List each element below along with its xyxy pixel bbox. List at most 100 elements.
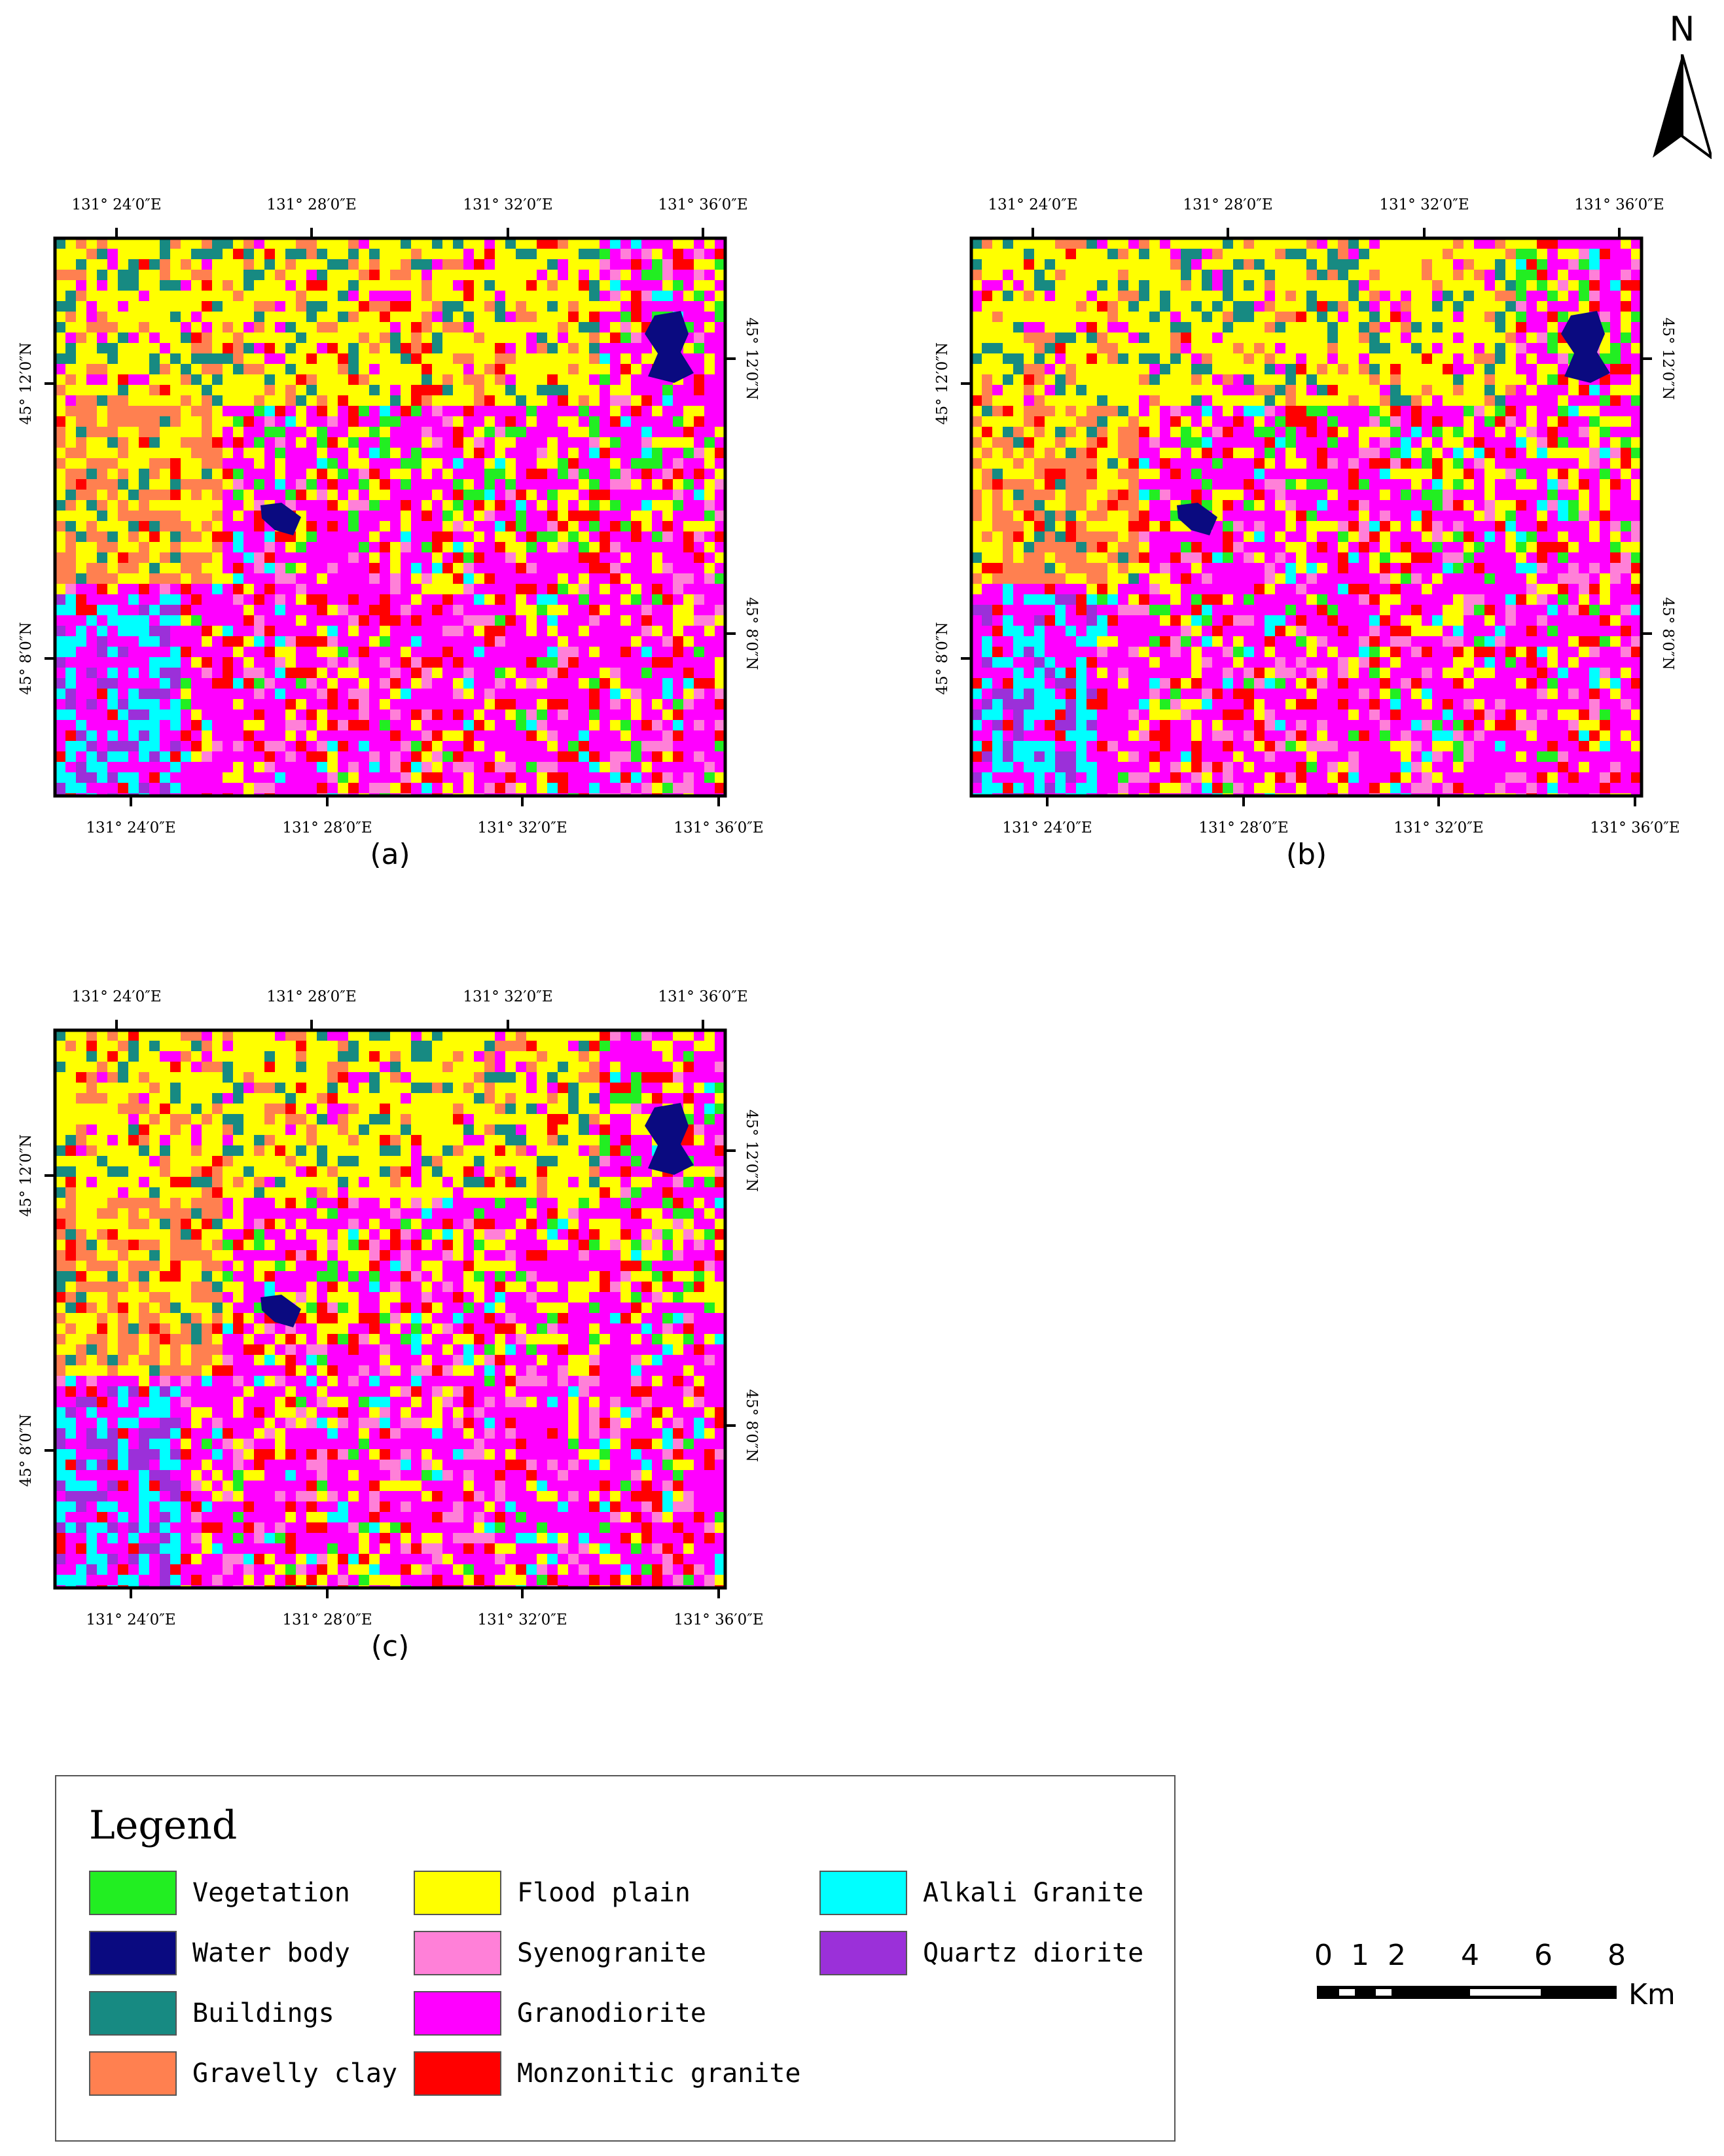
map-pixel	[1170, 395, 1181, 406]
map-pixel	[1212, 458, 1223, 469]
map-pixel	[1537, 395, 1548, 406]
map-pixel	[1024, 416, 1035, 427]
map-pixel	[558, 772, 569, 783]
map-pixel	[1296, 374, 1307, 386]
map-pixel	[65, 448, 77, 459]
map-pixel	[516, 657, 527, 668]
map-pixel	[306, 594, 317, 605]
map-pixel	[620, 584, 632, 595]
map-pixel	[631, 615, 642, 626]
map-pixel	[568, 783, 579, 794]
map-pixel	[296, 385, 307, 396]
map-pixel	[442, 448, 454, 459]
map-pixel	[516, 542, 527, 553]
map-pixel	[463, 699, 475, 710]
map-pixel	[1537, 270, 1548, 281]
map-pixel	[317, 332, 328, 344]
map-pixel	[254, 353, 265, 365]
map-pixel	[683, 668, 694, 679]
map-pixel	[1390, 332, 1401, 344]
map-pixel	[1317, 280, 1328, 291]
map-pixel	[139, 531, 150, 543]
map-pixel	[1128, 259, 1140, 270]
map-pixel	[537, 374, 548, 386]
map-pixel	[631, 783, 642, 794]
map-pixel	[1610, 270, 1621, 281]
map-pixel	[662, 249, 673, 260]
map-pixel	[202, 531, 213, 543]
map-pixel	[610, 301, 621, 312]
map-pixel	[495, 238, 506, 249]
map-pixel	[139, 584, 150, 595]
map-pixel	[484, 249, 495, 260]
map-pixel	[1097, 291, 1108, 302]
map-pixel	[296, 626, 307, 637]
map-pixel	[463, 238, 475, 249]
map-pixel	[484, 531, 495, 543]
map-pixel	[223, 259, 234, 270]
map-pixel	[317, 416, 328, 427]
map-pixel	[422, 301, 433, 312]
map-pixel	[1128, 385, 1140, 396]
map-pixel	[1139, 343, 1150, 354]
map-pixel	[1223, 427, 1234, 438]
map-pixel	[516, 531, 527, 543]
map-pixel	[97, 699, 108, 710]
map-pixel	[411, 783, 422, 794]
map-pixel	[191, 699, 202, 710]
map-pixel	[558, 343, 569, 354]
map-pixel	[1453, 322, 1464, 333]
map-pixel	[1464, 280, 1475, 291]
map-pixel	[432, 762, 443, 773]
map-pixel	[411, 594, 422, 605]
map-pixel	[1453, 448, 1464, 459]
map-pixel	[1003, 479, 1014, 490]
map-pixel	[212, 678, 223, 689]
map-pixel	[1128, 312, 1140, 323]
map-pixel	[715, 657, 726, 668]
map-pixel	[233, 542, 244, 553]
map-pixel	[631, 353, 642, 365]
map-pixel	[694, 783, 705, 794]
map-pixel	[160, 594, 171, 605]
map-pixel	[683, 594, 694, 605]
lat-tick-right: 45° 12′0″N	[743, 317, 760, 400]
map-pixel	[76, 615, 87, 626]
map-pixel	[1359, 322, 1370, 333]
map-pixel	[442, 259, 454, 270]
map-pixel	[715, 772, 726, 783]
map-pixel	[463, 385, 475, 396]
map-pixel	[463, 490, 475, 501]
map-pixel	[1432, 479, 1443, 490]
map-pixel	[380, 710, 391, 721]
map-pixel	[1453, 249, 1464, 260]
map-pixel	[683, 511, 694, 522]
map-pixel	[652, 395, 663, 406]
map-pixel	[348, 500, 359, 511]
map-pixel	[620, 437, 632, 448]
map-pixel	[1223, 238, 1234, 249]
map-pixel	[1568, 249, 1579, 260]
map-pixel	[223, 406, 234, 417]
map-pixel	[181, 500, 192, 511]
map-pixel	[1327, 374, 1338, 386]
map-pixel	[1254, 343, 1265, 354]
map-pixel	[1034, 270, 1045, 281]
map-pixel	[401, 511, 412, 522]
map-pixel	[118, 469, 129, 480]
map-pixel	[76, 605, 87, 616]
map-pixel	[463, 762, 475, 773]
map-pixel	[432, 259, 443, 270]
map-pixel	[338, 710, 349, 721]
map-pixel	[516, 427, 527, 438]
map-pixel	[1558, 395, 1569, 406]
map-pixel	[516, 353, 527, 365]
map-pixel	[401, 364, 412, 375]
map-pixel	[170, 762, 181, 773]
map-pixel	[1086, 458, 1098, 469]
map-pixel	[233, 584, 244, 595]
map-pixel	[694, 647, 705, 658]
map-pixel	[380, 280, 391, 291]
map-pixel	[474, 458, 485, 469]
map-pixel	[181, 280, 192, 291]
